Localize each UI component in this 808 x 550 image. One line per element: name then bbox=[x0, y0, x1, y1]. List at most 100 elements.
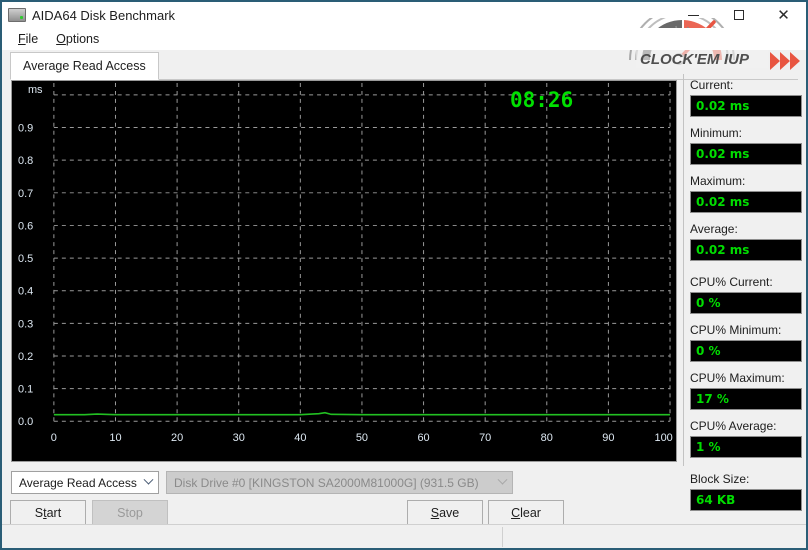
readout-panel: Current: 0.02 ms Minimum: 0.02 ms Maximum: 0.… bbox=[690, 78, 802, 520]
readout-label: Block Size: bbox=[690, 472, 750, 486]
readout-value: 1 % bbox=[696, 440, 721, 454]
test-type-select[interactable]: Average Read Access bbox=[11, 471, 159, 494]
menu-item-options[interactable]: Options bbox=[56, 32, 100, 46]
menu-item-file[interactable]: File bbox=[18, 32, 39, 46]
x-tick-label: 100 % bbox=[654, 432, 676, 444]
readout-value: 64 KB bbox=[696, 493, 736, 507]
minimize-icon bbox=[688, 14, 699, 16]
y-tick-label: 0.0 bbox=[18, 416, 33, 428]
y-tick-label: 0.2 bbox=[18, 351, 33, 363]
status-pane-right bbox=[505, 527, 804, 547]
readout-value: 17 % bbox=[696, 392, 729, 406]
readout-value: 0.02 ms bbox=[696, 243, 750, 257]
clear-button[interactable]: Clear bbox=[488, 500, 564, 525]
y-tick-label: 0.9 bbox=[18, 123, 33, 135]
x-tick-label: 90 bbox=[602, 432, 614, 444]
maximize-icon bbox=[733, 10, 744, 20]
panel-divider bbox=[683, 74, 684, 466]
readout-box: 0.02 ms bbox=[690, 191, 802, 213]
disk-drive-icon bbox=[8, 8, 26, 22]
readout-box: 0 % bbox=[690, 340, 802, 362]
readout-average: Average: 0.02 ms bbox=[690, 222, 802, 261]
x-tick-label: 70 bbox=[479, 432, 491, 444]
readout-cpu-minimum: CPU% Minimum: 0 % bbox=[690, 323, 802, 362]
status-pane-left bbox=[6, 527, 503, 547]
readout-value: 0 % bbox=[696, 344, 721, 358]
readout-label: CPU% Minimum: bbox=[690, 323, 782, 337]
x-axis-tick-labels: 0 10 20 30 40 50 60 70 80 90 100 % bbox=[51, 432, 676, 444]
x-tick-label: 0 bbox=[51, 432, 57, 444]
save-button-label: Save bbox=[430, 505, 460, 520]
readout-value: 0.02 ms bbox=[696, 195, 750, 209]
x-tick-label: 80 bbox=[541, 432, 553, 444]
start-button[interactable]: Start bbox=[10, 500, 86, 525]
tab-average-read-access[interactable]: Average Read Access bbox=[10, 52, 159, 80]
y-tick-label: 0.1 bbox=[18, 384, 33, 396]
drive-select[interactable]: Disk Drive #0 [KINGSTON SA2000M81000G] (… bbox=[166, 471, 513, 494]
start-button-label: Start bbox=[34, 505, 62, 520]
readout-box: 0.02 ms bbox=[690, 95, 802, 117]
readout-box: 64 KB bbox=[690, 489, 802, 511]
chevron-down-icon bbox=[492, 472, 512, 493]
y-tick-label: 0.4 bbox=[18, 286, 33, 298]
stop-button-label: Stop bbox=[117, 505, 143, 520]
readout-maximum: Maximum: 0.02 ms bbox=[690, 174, 802, 213]
window-controls: ✕ bbox=[671, 2, 806, 28]
status-bar bbox=[2, 524, 806, 548]
readout-box: 0.02 ms bbox=[690, 239, 802, 261]
readout-box: 17 % bbox=[690, 388, 802, 410]
y-tick-label: ms bbox=[28, 84, 43, 96]
readout-label: CPU% Average: bbox=[690, 419, 777, 433]
title-bar: AIDA64 Disk Benchmark ✕ bbox=[2, 2, 806, 28]
grid-lines bbox=[53, 82, 671, 422]
x-tick-label: 20 bbox=[171, 432, 183, 444]
readout-label: Minimum: bbox=[690, 126, 743, 140]
data-series-line bbox=[53, 411, 671, 416]
readout-block-size: Block Size: 64 KB bbox=[690, 472, 802, 511]
x-tick-label: 10 bbox=[109, 432, 121, 444]
x-tick-label: 50 bbox=[356, 432, 368, 444]
readout-label: CPU% Current: bbox=[690, 275, 773, 289]
close-icon: ✕ bbox=[777, 5, 790, 24]
stop-button[interactable]: Stop bbox=[92, 500, 168, 525]
clear-button-label: Clear bbox=[511, 505, 541, 520]
readout-label: Maximum: bbox=[690, 174, 746, 188]
chart-panel: ms 0.9 0.8 0.7 0.6 0.5 0.4 0.3 0.2 0.1 0.0 0 10 20 30… bbox=[11, 80, 677, 462]
readout-value: 0.02 ms bbox=[696, 147, 750, 161]
y-tick-label: 0.3 bbox=[18, 318, 33, 330]
y-tick-label: 0.6 bbox=[18, 220, 33, 232]
access-time-chart: ms 0.9 0.8 0.7 0.6 0.5 0.4 0.3 0.2 0.1 0.0 0 10 20 30… bbox=[12, 81, 676, 461]
readout-cpu-maximum: CPU% Maximum: 17 % bbox=[690, 371, 802, 410]
readout-label: CPU% Maximum: bbox=[690, 371, 785, 385]
chevron-down-icon bbox=[138, 472, 158, 493]
y-axis-tick-labels: ms 0.9 0.8 0.7 0.6 0.5 0.4 0.3 0.2 0.1 0.0 bbox=[18, 84, 43, 428]
readout-box: 0.02 ms bbox=[690, 143, 802, 165]
close-button[interactable]: ✕ bbox=[761, 2, 806, 28]
test-type-value: Average Read Access bbox=[19, 475, 137, 490]
y-tick-label: 0.7 bbox=[18, 188, 33, 200]
readout-value: 0.02 ms bbox=[696, 99, 750, 113]
readout-box: 1 % bbox=[690, 436, 802, 458]
readout-cpu-current: CPU% Current: 0 % bbox=[690, 275, 802, 314]
readout-cpu-average: CPU% Average: 1 % bbox=[690, 419, 802, 458]
window-title: AIDA64 Disk Benchmark bbox=[32, 7, 176, 23]
chart-background bbox=[12, 81, 676, 461]
readout-label: Current: bbox=[690, 78, 734, 92]
x-tick-label: 60 bbox=[417, 432, 429, 444]
readout-current: Current: 0.02 ms bbox=[690, 78, 802, 117]
readout-label: Average: bbox=[690, 222, 738, 236]
maximize-button[interactable] bbox=[716, 2, 761, 28]
menu-bar: File Options bbox=[2, 28, 806, 50]
y-tick-label: 0.5 bbox=[18, 253, 33, 265]
tab-strip: Average Read Access bbox=[10, 52, 798, 80]
readout-minimum: Minimum: 0.02 ms bbox=[690, 126, 802, 165]
y-tick-label: 0.8 bbox=[18, 155, 33, 167]
save-button[interactable]: Save bbox=[407, 500, 483, 525]
x-tick-label: 40 bbox=[294, 432, 306, 444]
elapsed-timer: 08:26 bbox=[510, 88, 574, 112]
x-tick-label: 30 bbox=[233, 432, 245, 444]
readout-value: 0 % bbox=[696, 296, 721, 310]
minimize-button[interactable] bbox=[671, 2, 716, 28]
drive-value: Disk Drive #0 [KINGSTON SA2000M81000G] (… bbox=[174, 475, 479, 490]
